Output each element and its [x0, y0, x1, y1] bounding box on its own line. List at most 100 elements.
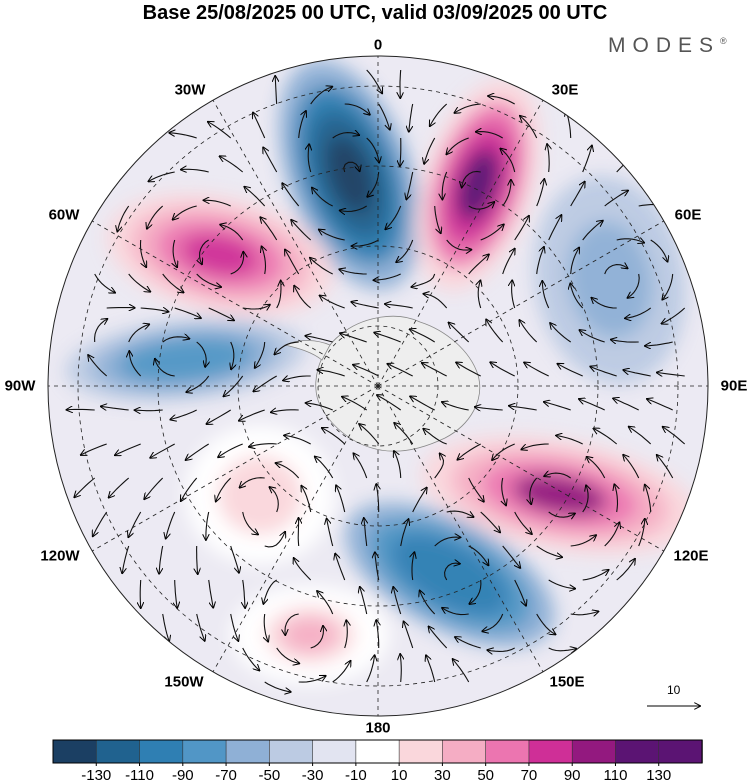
lon-label-60w: 60W	[48, 206, 80, 224]
wind-vector	[404, 622, 414, 649]
wind-vector	[434, 205, 441, 233]
wind-vector	[623, 455, 640, 479]
wind-vector	[162, 337, 190, 343]
brand-text: MODES	[608, 34, 721, 57]
wind-vector	[197, 545, 198, 574]
wind-vector	[514, 216, 529, 241]
wind-vector	[366, 137, 379, 163]
map-disc	[48, 56, 708, 716]
wind-vector	[613, 398, 639, 411]
wind-vector	[310, 626, 324, 649]
wind-vector	[208, 307, 234, 320]
wind-vector	[253, 375, 277, 391]
wind-vector	[582, 485, 588, 513]
wind-vector	[625, 307, 652, 318]
wind-vector	[458, 443, 481, 460]
wind-vector	[140, 579, 141, 608]
wind-vector	[430, 103, 448, 126]
wind-vector	[400, 519, 409, 547]
colorbar-swatch	[398, 739, 444, 764]
colorbar-tick-label: -110	[125, 767, 154, 783]
wind-vector	[147, 205, 164, 229]
colorbar-swatch	[225, 739, 271, 764]
wind-vector	[175, 579, 178, 608]
wind-vector	[170, 409, 197, 420]
wind-vector	[282, 183, 300, 207]
wind-vector	[155, 359, 175, 377]
wind-vector	[253, 113, 266, 139]
wind-vector	[412, 552, 414, 581]
lon-label-180: 180	[365, 719, 391, 737]
wind-vector	[149, 171, 175, 181]
wind-vector	[207, 409, 231, 424]
wind-vector	[424, 294, 448, 309]
wind-vector	[239, 409, 265, 421]
wind-vector	[468, 545, 489, 565]
wind-vector	[263, 579, 278, 604]
wind-vector	[276, 463, 300, 479]
wind-vector	[374, 333, 401, 343]
wind-vector	[500, 149, 516, 173]
colorbar-swatch	[528, 739, 574, 764]
wind-vector	[360, 587, 368, 615]
wind-vector	[420, 591, 436, 615]
wind-vector	[550, 323, 572, 343]
wind-vector	[616, 239, 644, 243]
wind-vector	[366, 69, 382, 93]
wind-vector	[490, 362, 515, 377]
wind-vector	[378, 103, 390, 130]
wind-vector	[276, 647, 300, 663]
wind-vector	[129, 351, 142, 377]
registered-mark: ®	[720, 36, 727, 46]
wind-vector	[264, 613, 268, 642]
wind-vector	[186, 443, 209, 460]
wind-vector	[456, 363, 481, 377]
wind-vector	[101, 406, 129, 410]
wind-vector	[264, 532, 285, 548]
wind-vector	[536, 179, 545, 207]
wind-vector	[645, 341, 673, 346]
wind-vector	[520, 116, 538, 139]
wind-vector	[611, 340, 639, 343]
wind-vector	[181, 477, 198, 501]
wind-vector	[88, 355, 108, 377]
wind-vector	[410, 396, 435, 411]
wind-vector	[340, 333, 367, 343]
wind-vector	[548, 579, 575, 589]
wind-vector	[514, 511, 532, 534]
wind-vector	[434, 537, 461, 547]
wind-vector	[352, 239, 379, 246]
colorbar-tick-label: -50	[258, 767, 280, 783]
wind-vector	[556, 436, 583, 445]
wind-vector	[544, 473, 571, 479]
wind-vector	[388, 364, 413, 377]
colorbar-tick-label: -70	[215, 767, 237, 783]
wind-vector	[319, 230, 345, 241]
wind-vector	[74, 477, 96, 497]
wind-vector	[283, 376, 311, 381]
wind-vector	[94, 273, 115, 293]
wind-vector	[284, 435, 311, 445]
wind-vector	[230, 252, 244, 275]
wind-vector	[315, 457, 334, 479]
wind-vector	[208, 579, 214, 608]
colorbar-outline	[52, 739, 703, 764]
colorbar-swatch	[95, 739, 141, 764]
colorbar-tick-label: 70	[521, 767, 538, 783]
wind-vector	[285, 250, 300, 275]
wind-vector	[657, 455, 674, 479]
wind-vector	[650, 239, 668, 262]
wind-vector	[468, 255, 489, 275]
wind-vector	[442, 402, 469, 411]
wind-vector	[645, 485, 652, 513]
colorbar-tick-label: -90	[172, 767, 194, 783]
wind-vector	[364, 518, 367, 547]
wind-vector	[312, 188, 333, 207]
wind-vector	[409, 103, 414, 132]
wind-vector	[310, 87, 333, 105]
wind-vector	[336, 485, 346, 513]
lon-label-150e: 150E	[549, 673, 585, 691]
wind-vector	[662, 273, 674, 300]
wind-vector	[208, 122, 232, 139]
map-border	[47, 55, 709, 717]
